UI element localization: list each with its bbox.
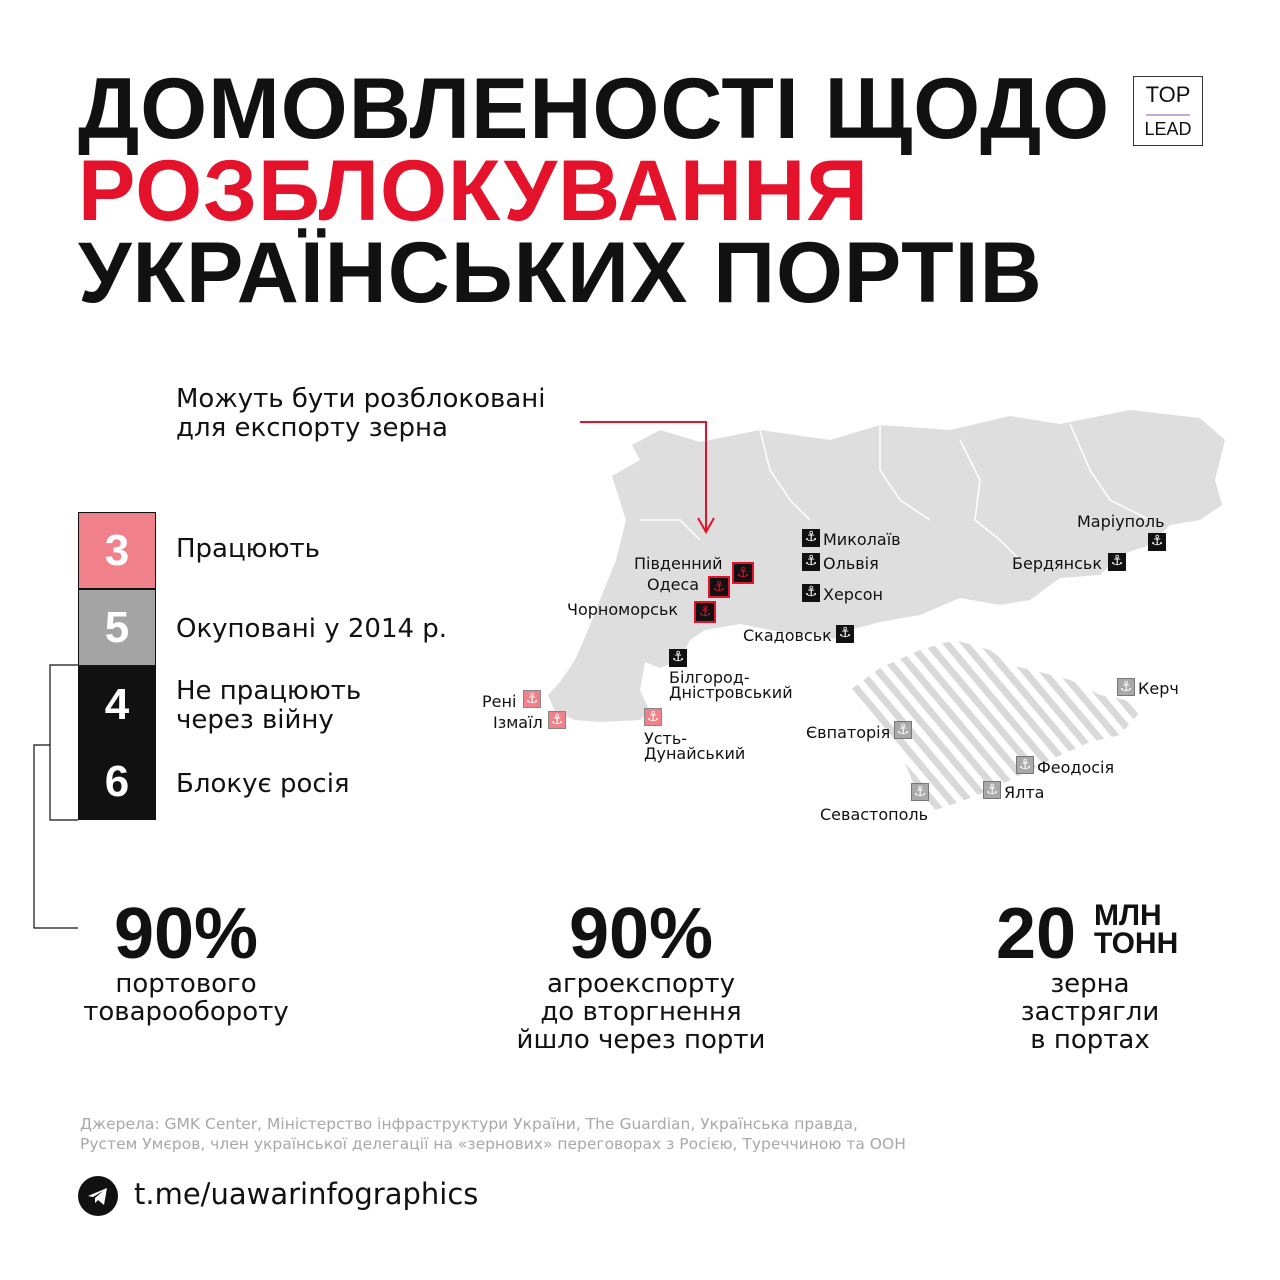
stat-desc-agroexport: агроекспорту до вторгнення йшло через по…: [516, 969, 766, 1055]
logo-top-text: TOP: [1145, 82, 1191, 107]
stats-bracket: [33, 744, 78, 929]
telegram-icon[interactable]: [78, 1176, 118, 1216]
callout-text: Можуть бути розблоковані для експорту зе…: [176, 384, 546, 443]
legend-box-occupied: 5: [78, 589, 156, 666]
logo-divider: [1146, 114, 1190, 116]
anchor-icon: ⚓: [802, 529, 820, 547]
port-label-bilhorod: Білгород- Дністровський: [669, 668, 793, 702]
port-label-yalta: Ялта: [1004, 783, 1045, 802]
legend-label-occupied: Окуповані у 2014 р.: [176, 614, 448, 644]
port-label-mariupol: Маріуполь: [1077, 512, 1165, 531]
anchor-icon: ⚓: [644, 708, 662, 726]
port-label-sevastopol: Севастополь: [820, 805, 929, 824]
port-label-berdiansk: Бердянськ: [1012, 554, 1103, 573]
legend-box-working: 3: [78, 512, 156, 589]
stat-unit-bottom: ТОНН: [1094, 927, 1179, 960]
legend-label-blocked: Блокує росія: [176, 769, 350, 799]
legend-label-working: Працюють: [176, 534, 320, 564]
anchor-icon: ⚓: [911, 783, 929, 801]
mainland-shape: [548, 410, 1225, 722]
port-label-pivdennyi: Південний: [634, 554, 723, 573]
port-label-reni: Рені: [482, 692, 517, 711]
port-label-kerch: Керч: [1138, 679, 1179, 698]
stat-value-agroexport: 90%: [568, 894, 714, 974]
stat-value-grain: 20: [995, 894, 1077, 974]
anchor-icon: ⚓: [1108, 553, 1126, 571]
anchor-icon: ⚓: [802, 584, 820, 602]
stat-desc-port-turnover: портового товарообороту: [83, 969, 289, 1027]
anchor-icon: ⚓: [1016, 756, 1034, 774]
port-label-feodosiia: Феодосія: [1037, 758, 1115, 777]
anchor-icon: ⚓: [1117, 678, 1135, 696]
stat-unit-top: МЛН: [1094, 899, 1162, 932]
stat-value-port-turnover: 90%: [113, 894, 259, 974]
title-line-2: РОЗБЛОКУВАННЯ: [78, 143, 869, 239]
title-line-1: ДОМОВЛЕНОСТІ ЩОДО: [78, 61, 1111, 157]
anchor-icon: ⚓: [669, 649, 687, 667]
telegram-link[interactable]: t.me/uawarinfographics: [134, 1177, 479, 1211]
port-label-ust-dunaiskyi: Усть- Дунайський: [644, 729, 746, 763]
port-label-mykolaiv: Миколаїв: [823, 530, 901, 549]
anchor-icon: ⚓: [894, 721, 912, 739]
port-label-kherson: Херсон: [823, 585, 884, 604]
anchor-icon: ⚓: [708, 576, 730, 598]
anchor-icon: ⚓: [836, 625, 854, 643]
sources-text: Джерела: GMK Center, Міністерство інфрас…: [80, 1115, 906, 1153]
port-label-skadovsk: Скадовськ: [743, 626, 832, 645]
crimea-shape: [850, 640, 1140, 810]
legend-label-not-working: Не працюють через війну: [176, 676, 362, 735]
anchor-icon: ⚓: [732, 562, 754, 584]
port-label-yevpatoriia: Євпаторія: [806, 723, 891, 742]
callout-arrow: [580, 421, 707, 530]
anchor-icon: ⚓: [523, 690, 541, 708]
port-label-odesa: Одеса: [647, 575, 700, 594]
legend-bracket: [49, 664, 78, 821]
stat-desc-grain: зерна застрягли в портах: [1020, 969, 1160, 1055]
anchor-icon: ⚓: [1148, 533, 1166, 551]
port-label-olviia: Ольвія: [823, 554, 879, 573]
legend-box-not-working: 4: [78, 666, 156, 743]
anchor-icon: ⚓: [802, 553, 820, 571]
anchor-icon: ⚓: [548, 711, 566, 729]
anchor-icon: ⚓: [983, 781, 1001, 799]
logo-bottom-text: LEAD: [1144, 119, 1192, 139]
port-label-izmail: Ізмаїл: [493, 713, 543, 732]
title-line-3: УКРАЇНСЬКИХ ПОРТІВ: [78, 225, 1043, 321]
port-label-chornomorsk: Чорноморськ: [567, 600, 679, 619]
anchor-icon: ⚓: [694, 601, 716, 623]
top-lead-logo: TOP LEAD: [1133, 76, 1203, 146]
legend-box-blocked: 6: [78, 743, 156, 820]
